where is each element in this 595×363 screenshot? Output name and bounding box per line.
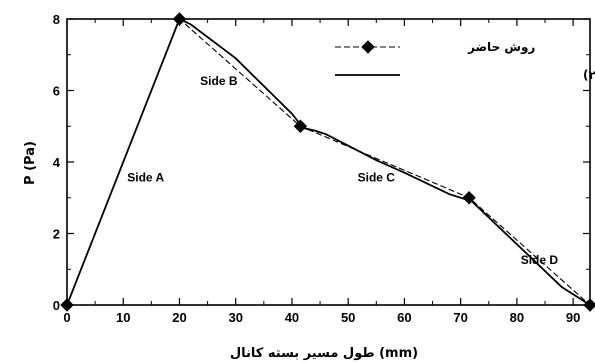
data-point-marker [462, 191, 476, 205]
y-axis-title: P (Pa) [23, 141, 38, 185]
x-tick-label: 0 [63, 310, 70, 325]
annotation-layer: Side A Side B Side C Side D [127, 74, 558, 267]
x-tick-label: 90 [566, 310, 580, 325]
x-tick-label: 10 [116, 310, 130, 325]
series-present-line [66, 18, 591, 306]
x-tick-label: 20 [172, 310, 186, 325]
x-tick-label: 70 [453, 310, 467, 325]
y-axis: 0 2 4 6 8 [53, 12, 590, 313]
x-axis: 0 10 20 30 40 50 60 70 80 90 [63, 19, 580, 325]
y-tick-label: 4 [53, 155, 61, 170]
y-tick-label: 8 [53, 12, 60, 27]
side-label: Side B [200, 74, 238, 88]
y-tick-label: 0 [53, 298, 60, 313]
data-point-marker [60, 298, 74, 312]
legend: روش حاضر افانی و چیوربولی (۲۰۰۶) [335, 40, 595, 83]
x-tick-label: 60 [397, 310, 411, 325]
series-layer [60, 12, 595, 312]
x-tick-label: 80 [510, 310, 524, 325]
side-label: Side A [127, 171, 164, 185]
legend-marker-present [361, 40, 375, 54]
data-point-marker [172, 12, 187, 26]
x-tick-label: 40 [285, 310, 299, 325]
x-tick-label: 30 [228, 310, 242, 325]
series-reference-group [66, 17, 591, 306]
data-point-marker [293, 119, 308, 133]
x-axis-title: طول مسیر بسته کانال (mm) [230, 346, 418, 361]
plot-border [66, 18, 591, 306]
x-tick-label: 50 [341, 310, 355, 325]
y-tick-label: 6 [53, 84, 60, 99]
plot-frame [66, 18, 591, 306]
legend-label-reference: افانی و چیوربولی (۲۰۰۶) [583, 68, 595, 83]
series-present-group [60, 12, 595, 312]
side-label: Side C [358, 171, 396, 185]
series-reference-line [66, 17, 591, 306]
data-point-marker [583, 298, 595, 312]
y-tick-label: 2 [53, 227, 60, 242]
side-label: Side D [521, 253, 559, 267]
legend-label-present: روش حاضر [467, 40, 535, 55]
